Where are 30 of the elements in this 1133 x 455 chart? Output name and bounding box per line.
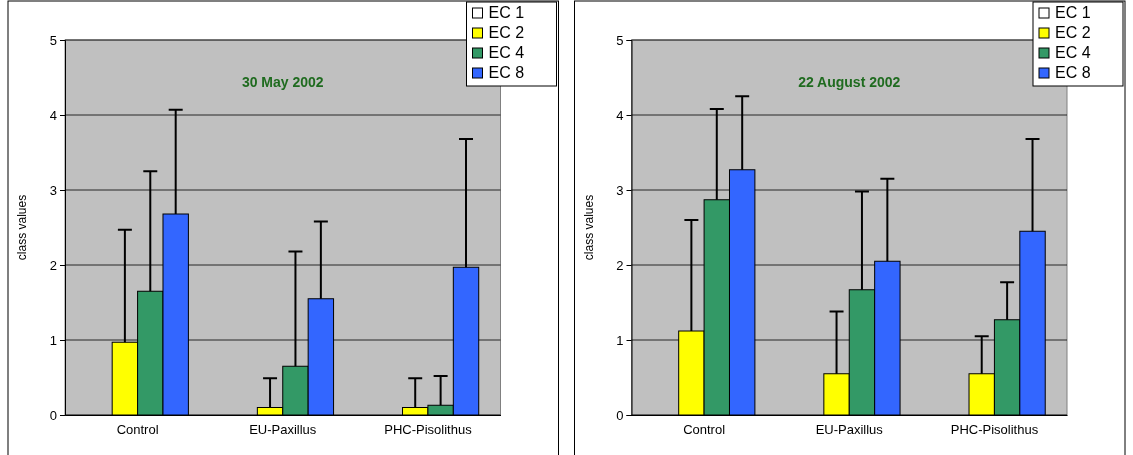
y-axis-title: class values	[15, 194, 29, 261]
y-tick-label: 5	[49, 32, 57, 48]
legend-label: EC 1	[488, 4, 525, 21]
x-tick-label: Control	[116, 422, 159, 438]
y-tick-label: 2	[616, 257, 624, 273]
x-tick-label: EU-Paxillus	[249, 422, 317, 438]
legend-label: EC 4	[488, 44, 525, 61]
y-tick-label: 1	[49, 332, 57, 348]
y-tick-label: 0	[616, 407, 624, 423]
y-tick-label: 2	[49, 257, 57, 273]
x-tick-label: EU-Paxillus	[815, 422, 884, 438]
y-tick-label: 4	[49, 107, 57, 123]
legend-label: EC 4	[1055, 44, 1091, 61]
y-tick-label: 3	[616, 182, 624, 198]
x-tick-label: PHC-Pisolithus	[950, 422, 1039, 438]
y-tick-label: 0	[49, 407, 57, 423]
legend-label: EC 2	[1055, 24, 1091, 41]
legend-label: EC 8	[488, 64, 525, 81]
legend-label: EC 2	[488, 24, 525, 41]
y-tick-label: 4	[616, 107, 624, 123]
y-axis-title: class values	[581, 194, 596, 261]
x-tick-label: PHC-Pisolithus	[384, 422, 473, 438]
text: 30 May 2002	[241, 74, 324, 90]
legend-label: EC 8	[1055, 64, 1091, 81]
legend-label: EC 1	[1055, 4, 1091, 21]
y-tick-label: 1	[616, 332, 624, 348]
x-tick-label: Control	[683, 422, 726, 438]
y-tick-label: 3	[49, 182, 57, 198]
y-tick-label: 5	[616, 32, 624, 48]
text: 22 August 2002	[798, 74, 901, 90]
